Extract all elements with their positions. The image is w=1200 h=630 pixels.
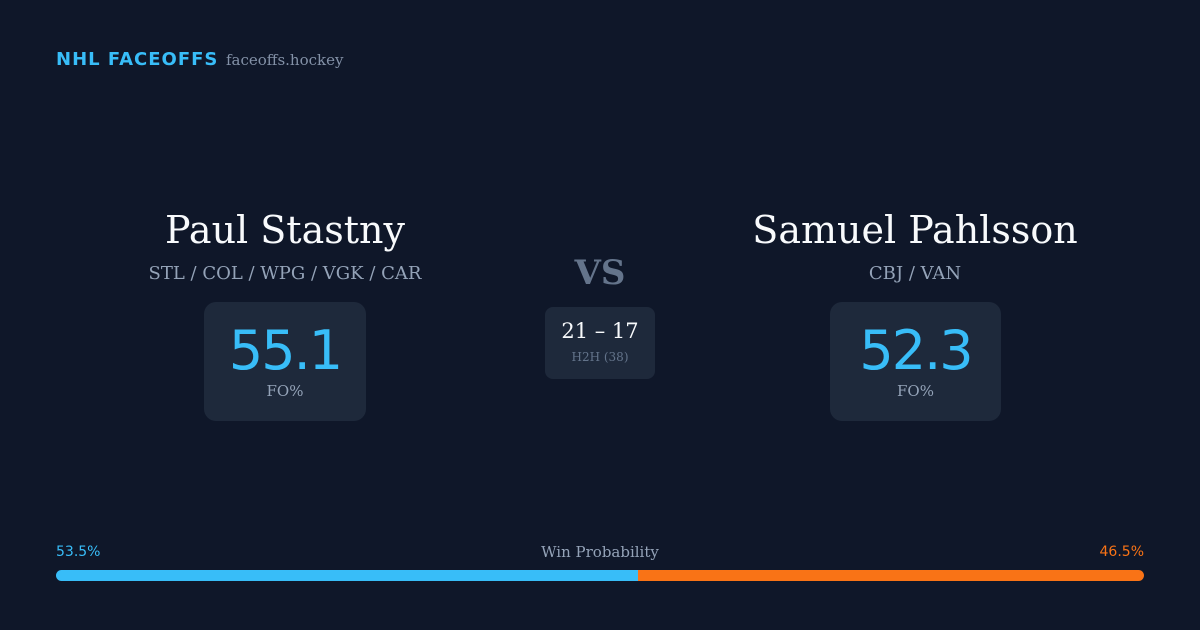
player-teams: CBJ / VAN: [868, 263, 962, 284]
fo-label: FO%: [897, 382, 934, 400]
player-name: Samuel Pahlsson: [752, 208, 1078, 252]
fo-label: FO%: [266, 382, 304, 400]
win-prob-left: 53.5%: [56, 544, 101, 560]
fo-value: 55.1: [228, 319, 343, 382]
versus: VS: [574, 253, 626, 293]
win-prob-right: 46.5%: [1099, 544, 1144, 560]
brand: NHL FACEOFFS: [56, 49, 219, 70]
h2h-card: 21 – 17 H2H (38): [545, 307, 655, 379]
win-prob-segment: [638, 570, 1144, 581]
player-teams: STL / COL / WPG / VGK / CAR: [148, 263, 422, 284]
player-name: Paul Stastny: [165, 208, 405, 252]
h2h-score: 21 – 17: [561, 319, 639, 343]
win-prob-title: Win Probability: [541, 543, 659, 561]
h2h-label: H2H (38): [571, 350, 629, 364]
fo-card: 52.3 FO%: [830, 302, 1001, 421]
site: faceoffs.hockey: [226, 51, 344, 69]
win-prob-segment: [56, 570, 639, 581]
fo-value: 52.3: [859, 319, 973, 382]
fo-card: 55.1 FO%: [204, 302, 366, 421]
win-prob-bar: [56, 570, 1144, 581]
